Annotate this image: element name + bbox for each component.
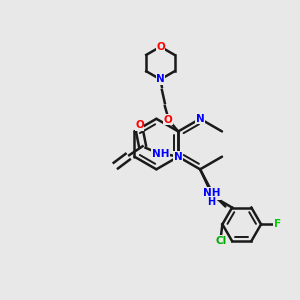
Text: N: N: [196, 114, 205, 124]
Text: O: O: [135, 121, 144, 130]
Text: NH: NH: [204, 190, 220, 200]
Text: O: O: [156, 42, 165, 52]
Text: N: N: [174, 152, 183, 162]
Text: N: N: [156, 74, 165, 84]
Text: O: O: [164, 115, 172, 124]
Text: Cl: Cl: [215, 236, 226, 246]
Text: F: F: [274, 219, 281, 229]
Text: NH: NH: [152, 149, 169, 159]
Text: NH: NH: [203, 188, 220, 198]
Text: H: H: [208, 197, 216, 207]
